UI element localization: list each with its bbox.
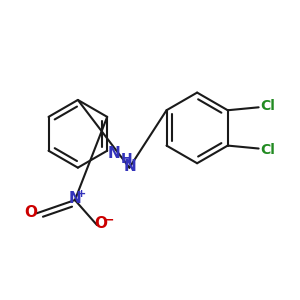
Text: Cl: Cl: [260, 99, 275, 113]
Text: N: N: [107, 146, 120, 160]
Text: +: +: [77, 189, 86, 199]
Text: O: O: [94, 216, 107, 231]
Text: O: O: [24, 205, 37, 220]
Text: H: H: [121, 152, 132, 166]
Text: N: N: [68, 191, 81, 206]
Text: −: −: [103, 213, 114, 226]
Text: Cl: Cl: [260, 143, 275, 157]
Text: N: N: [124, 159, 136, 174]
